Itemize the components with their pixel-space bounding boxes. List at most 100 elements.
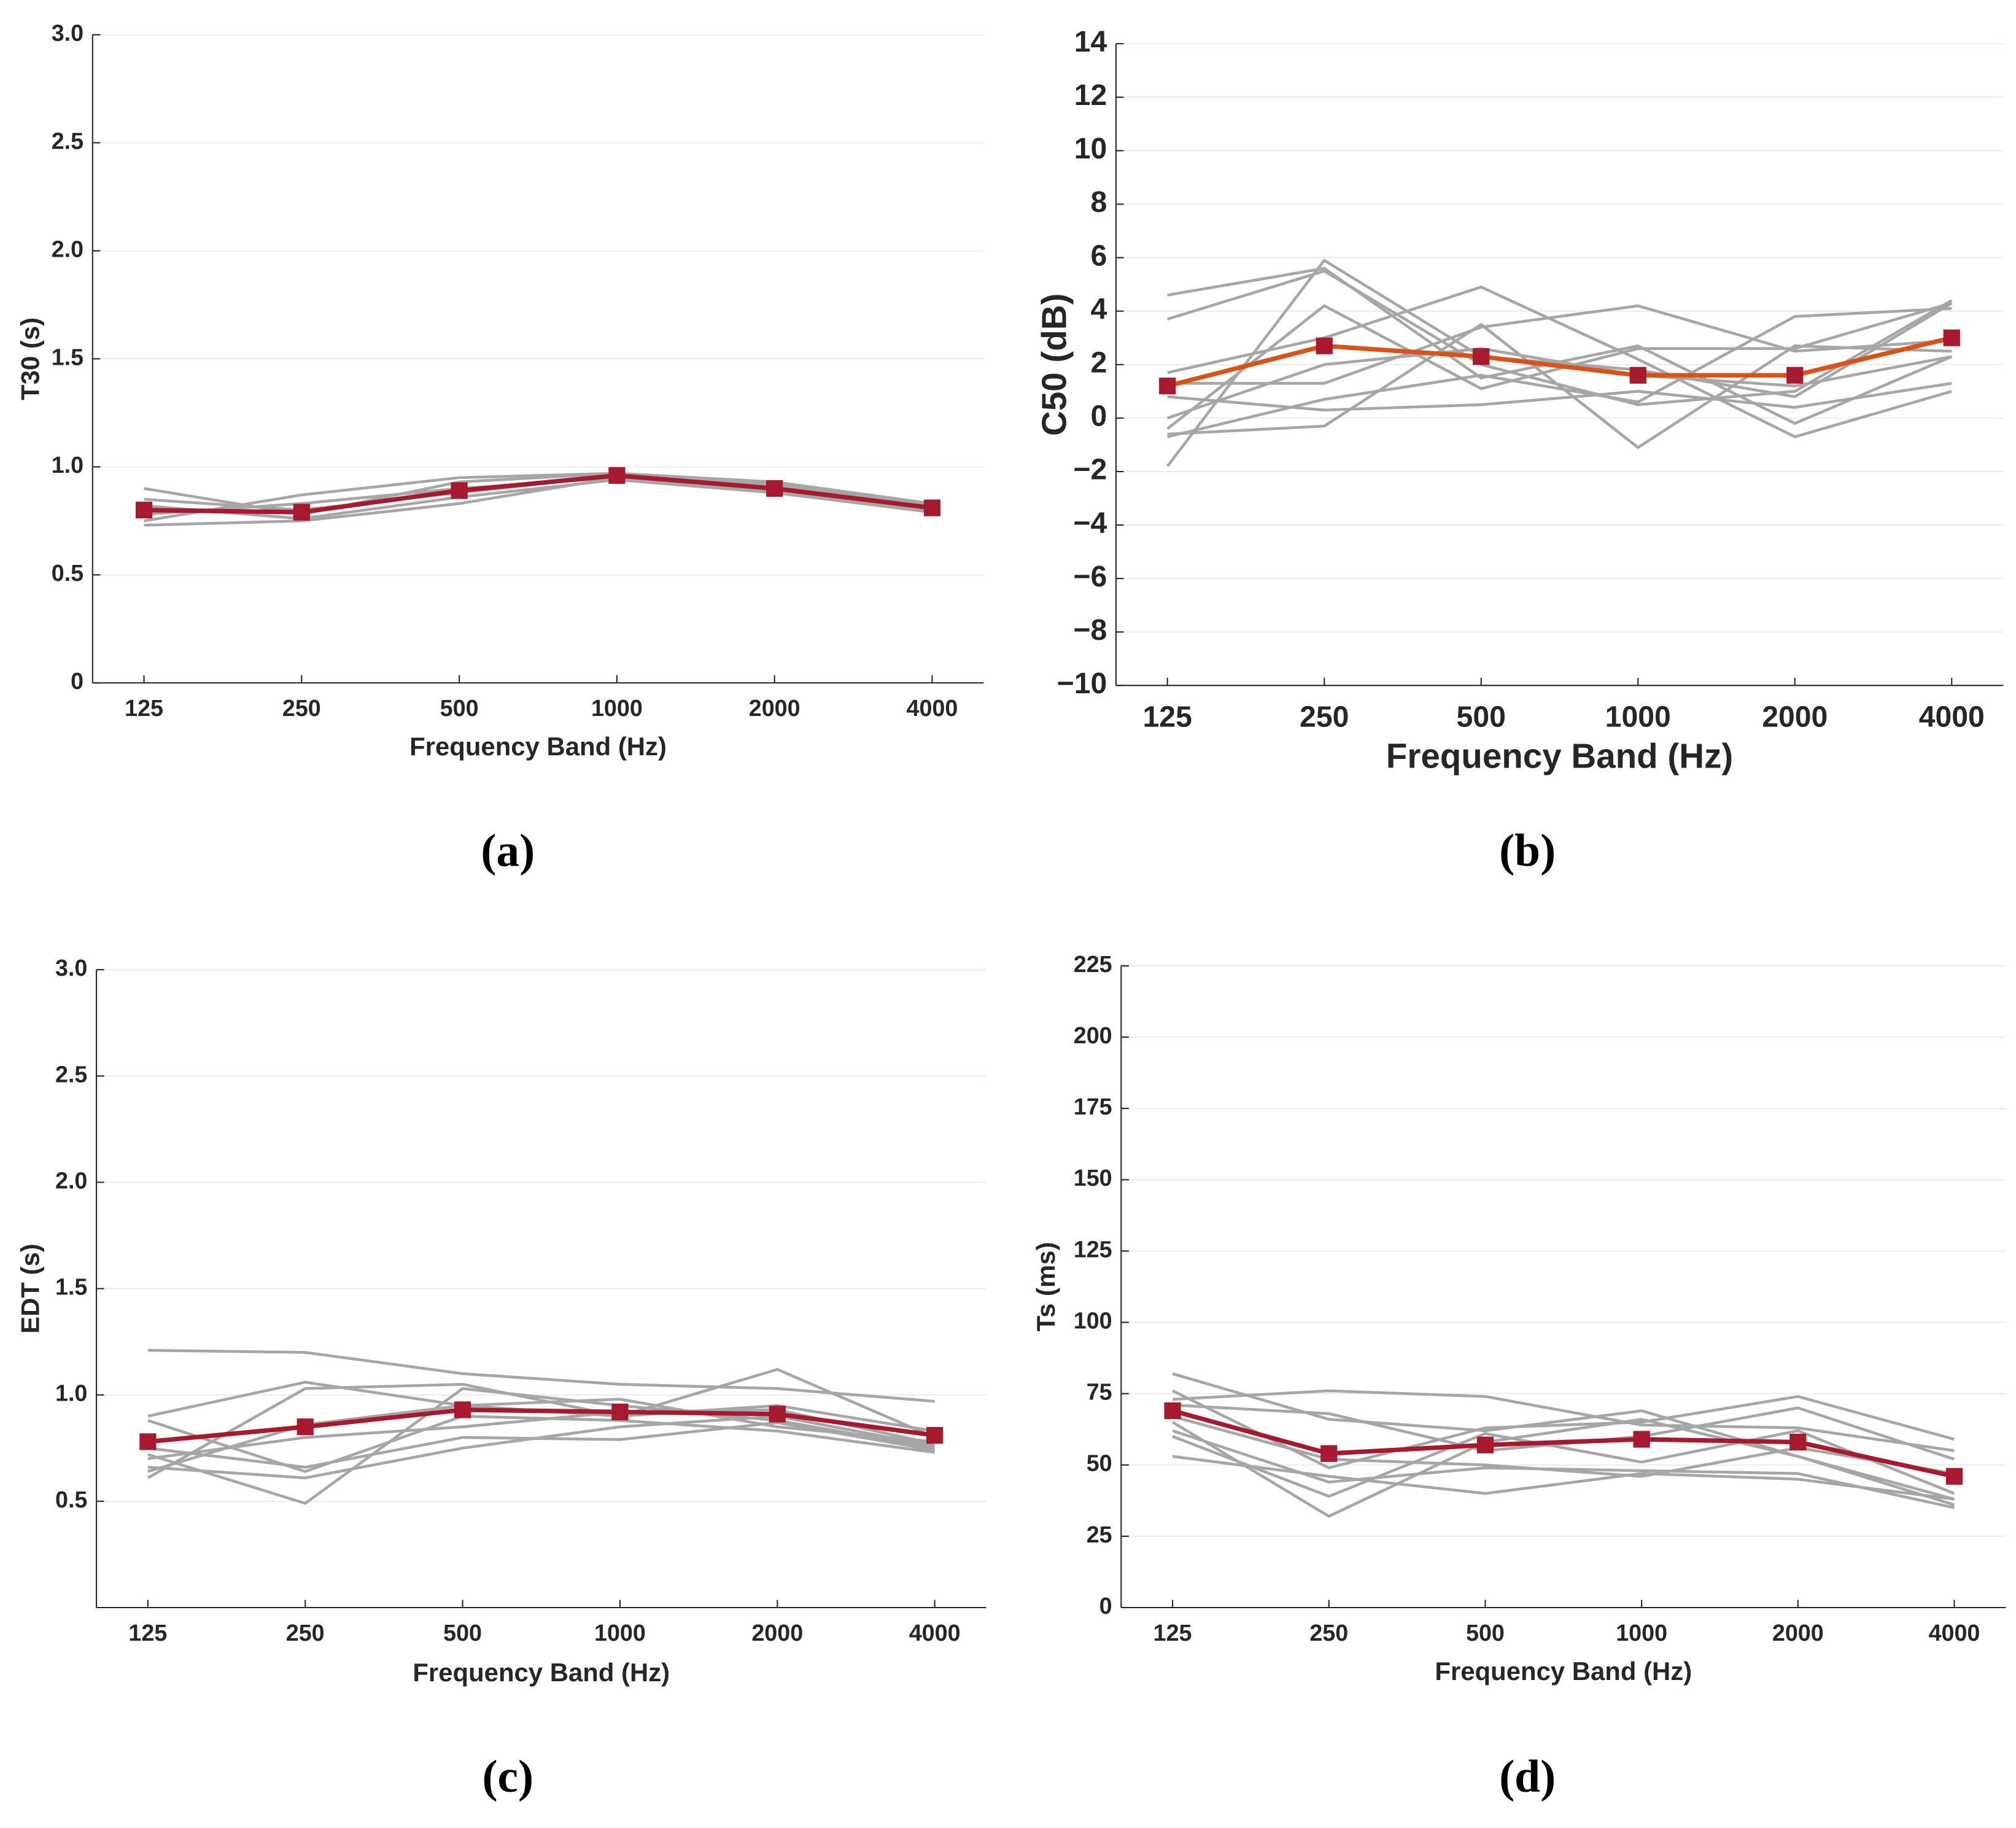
- room-line: [1166, 301, 1952, 430]
- marker: [1789, 1433, 1807, 1451]
- y-tick-label: −6: [1073, 560, 1107, 593]
- room-line: [144, 478, 932, 521]
- room-line: [1172, 1455, 1955, 1501]
- x-tick-label: 250: [282, 695, 321, 721]
- y-tick-label: 25: [1087, 1522, 1112, 1547]
- y-tick-label: 75: [1087, 1379, 1112, 1405]
- y-tick-label: 2.5: [52, 128, 83, 154]
- y-tick-label: 4: [1090, 292, 1107, 325]
- marker: [1159, 378, 1176, 395]
- x-tick-label: 125: [1153, 1620, 1192, 1646]
- marker: [139, 1433, 157, 1450]
- room-line: [147, 1415, 936, 1480]
- y-axis-label: T30 (s): [15, 317, 44, 400]
- marker: [769, 1406, 786, 1423]
- x-tick-label: 125: [1143, 701, 1192, 734]
- x-axis-label: Frequency Band (Hz): [409, 732, 667, 761]
- caption: (b): [1499, 825, 1556, 876]
- mean-line: [1166, 335, 1953, 389]
- room-line: [1172, 1429, 1955, 1498]
- marker: [766, 480, 783, 497]
- room-line: [147, 1367, 936, 1479]
- y-tick-label: 175: [1074, 1094, 1112, 1119]
- room-line: [1166, 347, 1952, 420]
- x-tick-label: 500: [443, 1620, 482, 1646]
- y-tick-label: 3.0: [52, 20, 83, 46]
- x-axis-label: Frequency Band (Hz): [413, 1658, 670, 1687]
- room-line: [147, 1387, 936, 1505]
- y-tick-label: −8: [1073, 613, 1107, 647]
- x-tick-label: 250: [1309, 1620, 1348, 1646]
- room-line: [1172, 1415, 1955, 1478]
- x-tick-label: 1000: [1605, 701, 1671, 734]
- y-tick-label: 1.0: [55, 1380, 87, 1406]
- room-line: [1172, 1389, 1955, 1469]
- marker: [293, 504, 310, 521]
- y-tick-label: 0.5: [52, 560, 83, 586]
- y-tick-label: 225: [1074, 951, 1112, 977]
- x-tick-label: 500: [1466, 1620, 1505, 1646]
- y-tick-label: 12: [1074, 79, 1107, 112]
- y-tick-label: 125: [1074, 1236, 1112, 1262]
- room-line: [1172, 1389, 1955, 1452]
- marker: [923, 499, 941, 516]
- mean-line: [144, 473, 932, 515]
- x-tick-label: 250: [286, 1620, 325, 1646]
- marker: [1320, 1445, 1338, 1462]
- x-tick-label: 125: [125, 695, 163, 721]
- y-tick-label: 2: [1090, 346, 1107, 379]
- marker: [926, 1426, 944, 1444]
- y-tick-label: 6: [1090, 239, 1107, 272]
- y-tick-label: 10: [1074, 132, 1107, 165]
- marker: [611, 1403, 629, 1421]
- room-line: [1167, 381, 1952, 412]
- mean-line: [147, 1407, 936, 1444]
- marker: [1945, 1468, 1963, 1485]
- mean-line: [1172, 1408, 1955, 1479]
- y-tick-label: 50: [1087, 1450, 1112, 1476]
- x-tick-label: 2000: [749, 695, 801, 721]
- marker: [135, 502, 153, 519]
- marker: [1473, 348, 1490, 365]
- marker: [451, 482, 468, 499]
- room-line: [1167, 286, 1952, 438]
- x-tick-label: 125: [128, 1620, 167, 1646]
- room-line: [144, 472, 932, 523]
- x-tick-label: 1000: [594, 1620, 646, 1646]
- y-tick-label: 2.0: [52, 236, 83, 262]
- y-tick-label: 1.0: [52, 452, 83, 478]
- x-tick-label: 4000: [909, 1620, 961, 1646]
- y-tick-label: 0.5: [55, 1487, 87, 1512]
- y-tick-label: 0: [1090, 400, 1107, 433]
- caption: (a): [481, 825, 535, 876]
- x-tick-label: 2000: [1772, 1620, 1824, 1646]
- y-tick-label: 14: [1074, 25, 1107, 58]
- x-tick-label: 2000: [1762, 701, 1828, 734]
- y-tick-label: 0: [1099, 1593, 1112, 1619]
- x-tick-label: 4000: [1919, 701, 1985, 734]
- x-tick-label: 1000: [1616, 1620, 1667, 1646]
- marker: [1316, 337, 1333, 354]
- x-axis-label: Frequency Band (Hz): [1386, 737, 1733, 776]
- x-tick-label: 500: [1457, 701, 1506, 734]
- room-line: [147, 1348, 935, 1403]
- x-tick-label: 500: [440, 695, 479, 721]
- x-tick-label: 250: [1300, 701, 1349, 734]
- marker: [297, 1418, 314, 1436]
- y-tick-label: −4: [1073, 507, 1107, 540]
- room-line: [147, 1380, 935, 1444]
- x-axis-label: Frequency Band (Hz): [1435, 1657, 1692, 1686]
- x-tick-label: 2000: [751, 1620, 803, 1646]
- y-tick-label: 200: [1074, 1022, 1112, 1048]
- room-line: [1167, 307, 1952, 438]
- y-tick-label: 1.5: [55, 1274, 87, 1300]
- marker: [454, 1401, 471, 1418]
- y-tick-label: 2.5: [55, 1061, 87, 1087]
- room-line: [1171, 1418, 1955, 1518]
- caption: (c): [482, 1751, 533, 1802]
- marker: [1629, 367, 1646, 384]
- y-tick-label: 0: [71, 668, 83, 694]
- y-tick-label: 8: [1090, 185, 1107, 219]
